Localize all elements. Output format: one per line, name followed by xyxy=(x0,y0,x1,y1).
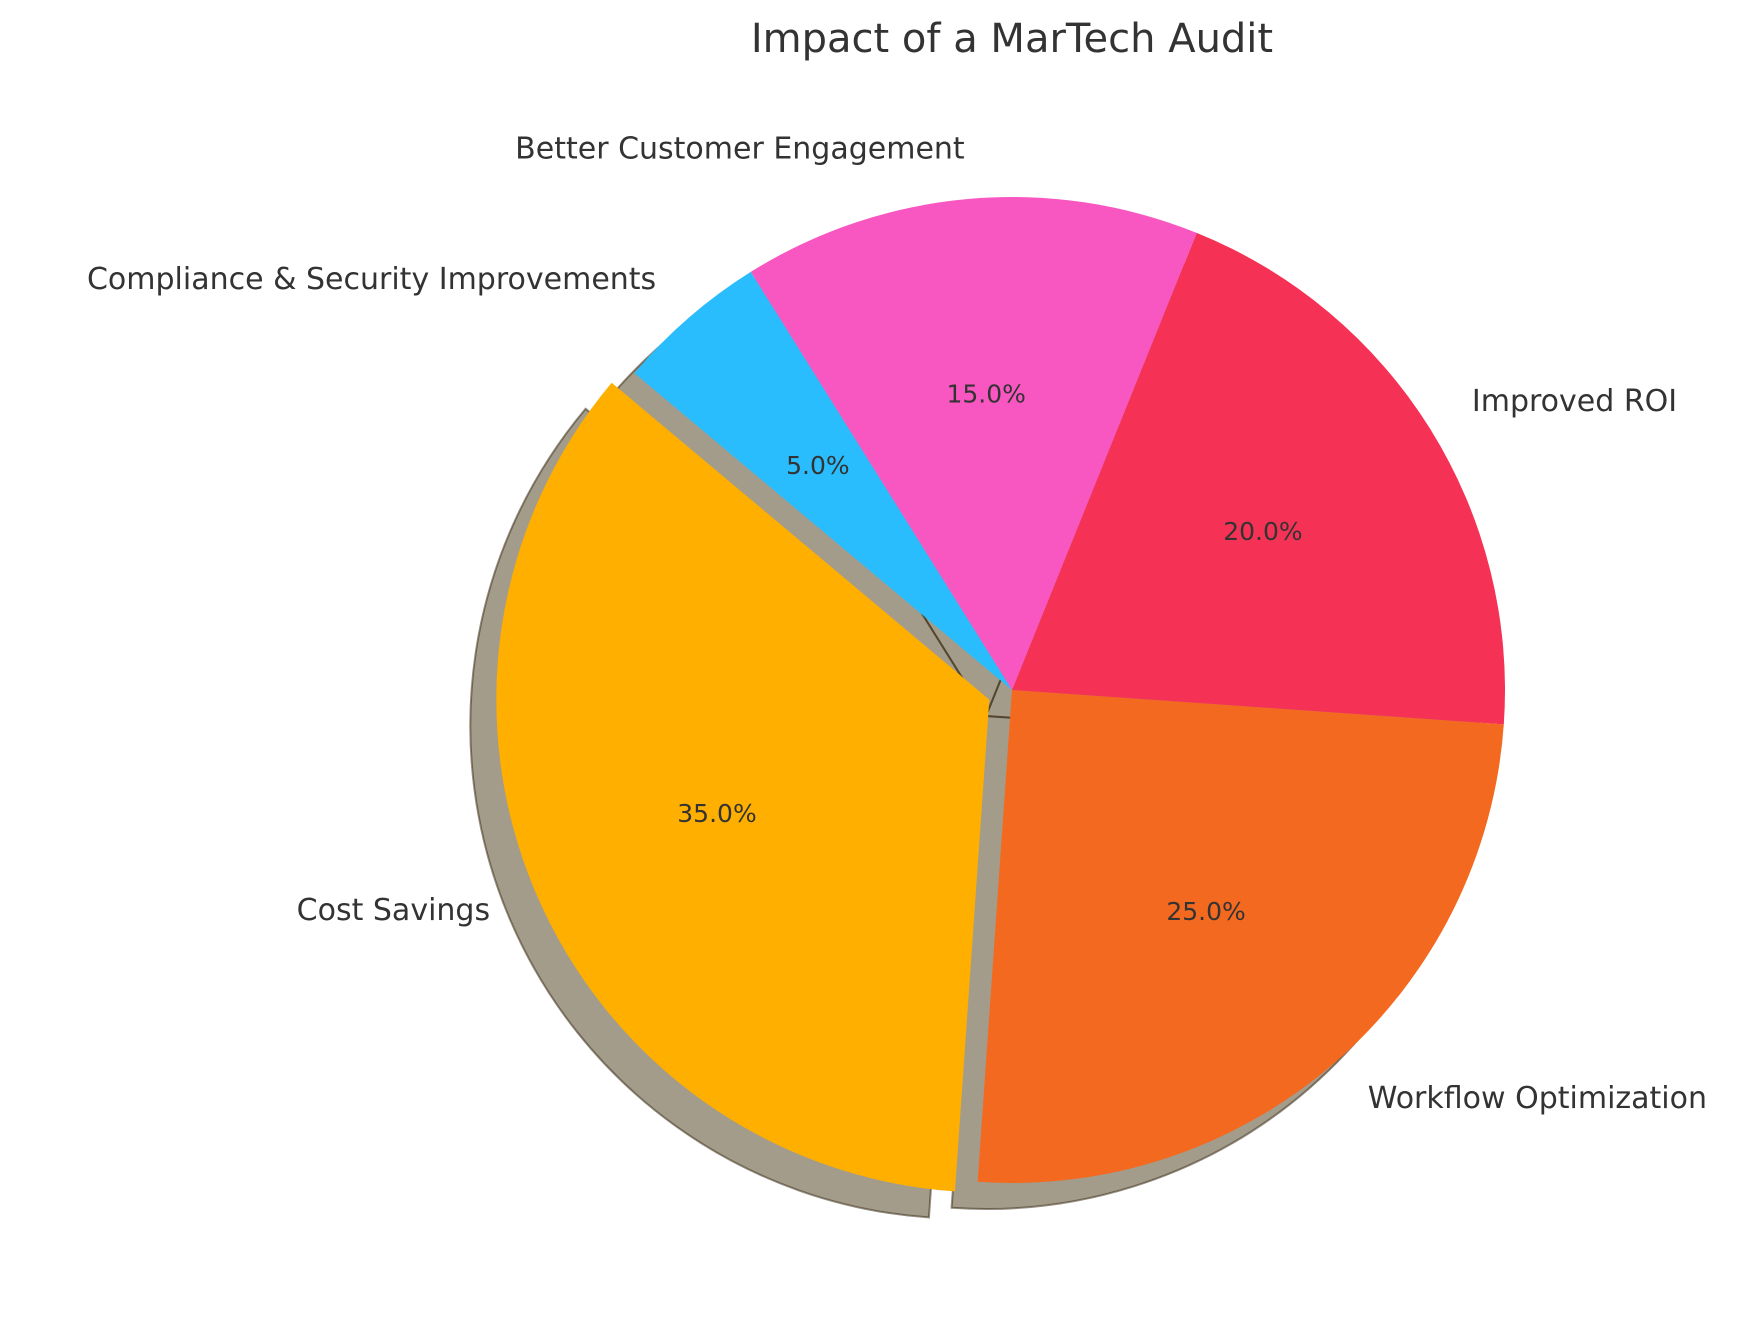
slice-label-better-customer-engagement: Better Customer Engagement xyxy=(515,131,965,166)
slice-label-workflow-optimization: Workflow Optimization xyxy=(1368,1081,1707,1116)
pie-slice-compliance-and-security-improvements xyxy=(634,271,1012,690)
slice-label-improved-roi: Improved ROI xyxy=(1472,384,1677,419)
percent-label-cost-savings: 35.0% xyxy=(677,799,756,828)
chart-title: Impact of a MarTech Audit xyxy=(751,16,1273,62)
pie-slice-improved-roi xyxy=(1012,232,1506,725)
pie-slice-cost-savings xyxy=(496,382,990,1192)
percent-label-improved-roi: 20.0% xyxy=(1223,517,1302,546)
slice-label-cost-savings: Cost Savings xyxy=(297,893,490,928)
pie-slice-better-customer-engagement xyxy=(750,197,1197,690)
pie-slice-workflow-optimization xyxy=(977,690,1504,1184)
percent-label-workflow-optimization: 25.0% xyxy=(1166,897,1245,926)
slice-label-compliance-and-security-improvements: Compliance & Security Improvements xyxy=(87,262,656,297)
label-layer: Cost Savings 35.0% Workflow Optimization 25… xyxy=(87,131,1707,1116)
percent-label-compliance-and-security-improvements: 5.0% xyxy=(786,451,850,480)
percent-label-better-customer-engagement: 15.0% xyxy=(946,379,1025,408)
slice-layer xyxy=(496,197,1506,1192)
